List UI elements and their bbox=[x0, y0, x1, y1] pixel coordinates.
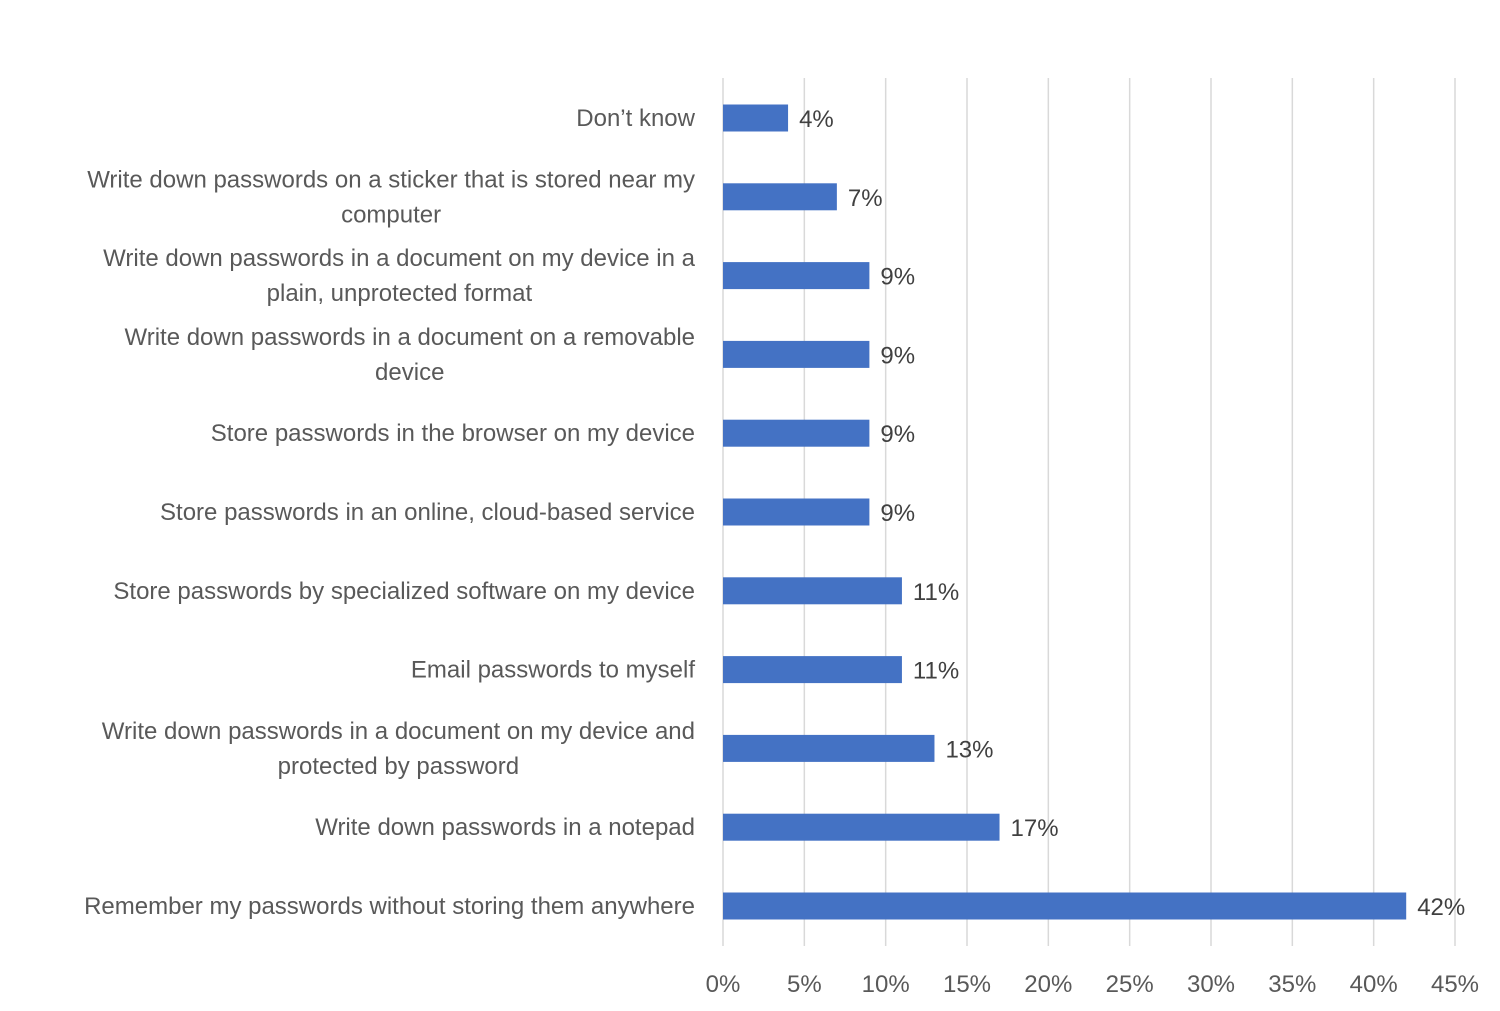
data-label: 9% bbox=[880, 342, 915, 369]
category-label: Write down passwords in a document on a … bbox=[124, 324, 695, 351]
x-tick-label: 15% bbox=[943, 971, 991, 998]
category-label: Store passwords in the browser on my dev… bbox=[211, 420, 695, 447]
bar bbox=[723, 262, 870, 290]
category-label: Don’t know bbox=[576, 105, 695, 132]
category-label: Write down passwords in a document on my… bbox=[103, 245, 695, 272]
category-label: protected by password bbox=[278, 753, 519, 780]
bar bbox=[723, 340, 870, 368]
data-label: 9% bbox=[880, 264, 915, 291]
bars bbox=[723, 104, 1407, 920]
data-label: 9% bbox=[880, 421, 915, 448]
data-label: 11% bbox=[913, 658, 959, 685]
category-label: Write down passwords in a notepad bbox=[315, 814, 695, 841]
x-tick-label: 20% bbox=[1024, 971, 1072, 998]
bar bbox=[723, 183, 837, 211]
x-tick-label: 25% bbox=[1106, 971, 1154, 998]
x-tick-label: 35% bbox=[1268, 971, 1316, 998]
x-tick-label: 40% bbox=[1350, 971, 1398, 998]
data-label: 17% bbox=[1011, 815, 1059, 842]
x-tick-label: 0% bbox=[706, 971, 741, 998]
data-label: 4% bbox=[799, 106, 834, 133]
x-tick-label: 10% bbox=[862, 971, 910, 998]
bar bbox=[723, 419, 870, 447]
bar bbox=[723, 656, 902, 684]
gridlines bbox=[722, 78, 1456, 946]
category-label: plain, unprotected format bbox=[267, 280, 533, 307]
bar bbox=[723, 734, 935, 762]
category-label: Write down passwords on a sticker that i… bbox=[87, 166, 695, 193]
bar bbox=[723, 104, 789, 132]
category-label: computer bbox=[341, 201, 441, 228]
category-label: Remember my passwords without storing th… bbox=[84, 893, 695, 920]
bar bbox=[723, 813, 1000, 841]
category-label: Store passwords by specialized software … bbox=[113, 578, 695, 605]
data-label: 11% bbox=[913, 579, 959, 606]
category-labels: Don’t know Write down passwords on a stic… bbox=[84, 105, 696, 920]
bar bbox=[723, 498, 870, 526]
data-label: 7% bbox=[848, 185, 883, 212]
x-tick-label: 45% bbox=[1431, 971, 1479, 998]
data-label: 42% bbox=[1417, 894, 1465, 921]
data-labels: 4% 7% 9% 9% 9% 9% 11% 11% 13% 17% 42% bbox=[799, 106, 1465, 921]
data-label: 13% bbox=[945, 736, 993, 763]
x-tick-label: 30% bbox=[1187, 971, 1235, 998]
x-axis-ticks: 0% 5% 10% 15% 20% 25% 30% 35% 40% 45% bbox=[706, 971, 1479, 998]
category-label: Write down passwords in a document on my… bbox=[102, 718, 695, 745]
category-label: Store passwords in an online, cloud-base… bbox=[160, 499, 695, 526]
x-tick-label: 5% bbox=[787, 971, 822, 998]
category-label: Email passwords to myself bbox=[411, 657, 695, 684]
bar bbox=[723, 892, 1407, 920]
category-label: device bbox=[375, 359, 444, 386]
data-label: 9% bbox=[880, 500, 915, 527]
bar bbox=[723, 577, 902, 605]
